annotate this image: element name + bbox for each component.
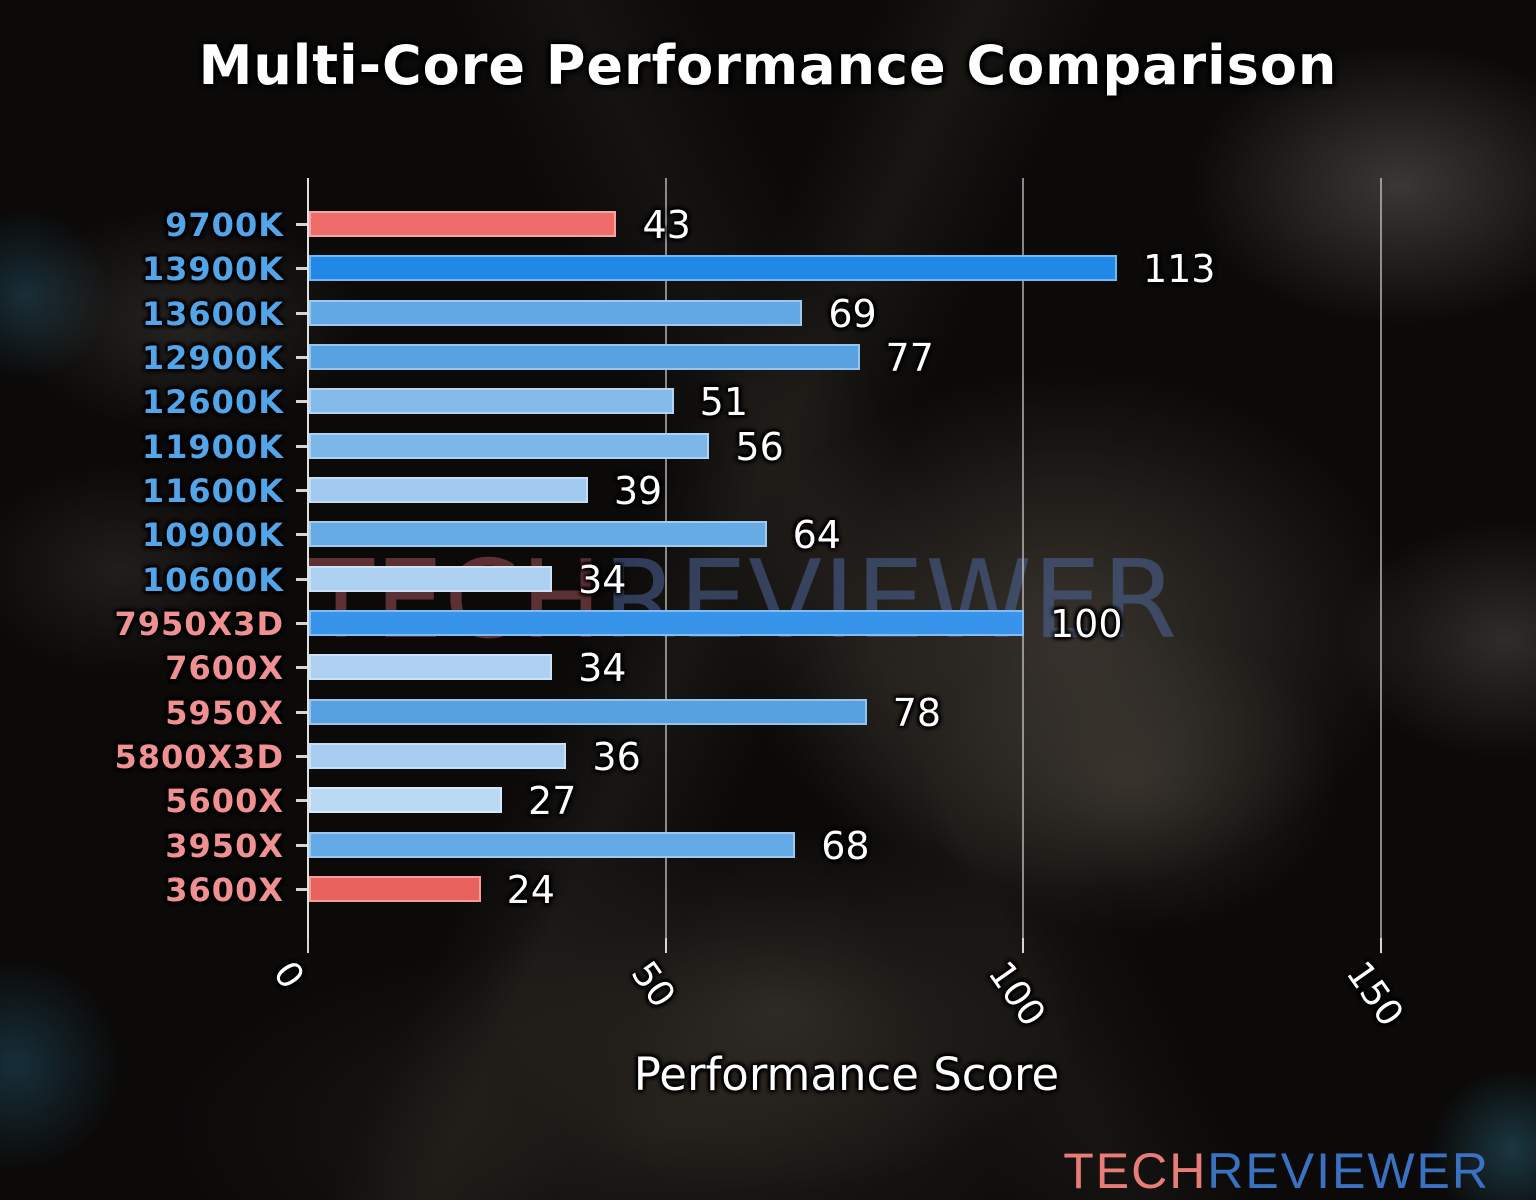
bar bbox=[309, 698, 867, 725]
value-label: 27 bbox=[528, 779, 577, 824]
bar bbox=[309, 476, 588, 503]
category-label: 7950X3D bbox=[114, 604, 284, 643]
category-label: 11600K bbox=[141, 471, 284, 510]
x-tick-mark bbox=[1379, 938, 1382, 953]
value-label: 36 bbox=[592, 734, 641, 779]
chart-title: Multi-Core Performance Comparison bbox=[198, 34, 1338, 97]
category-label: 5600X bbox=[165, 782, 284, 821]
y-tick-mark bbox=[296, 887, 308, 891]
value-label: 51 bbox=[699, 380, 748, 425]
bar bbox=[309, 211, 617, 237]
category-label: 7600X bbox=[165, 649, 284, 688]
value-label: 69 bbox=[828, 291, 877, 336]
value-label: 113 bbox=[1142, 247, 1216, 292]
bar bbox=[309, 831, 796, 858]
category-label: 10900K bbox=[141, 516, 284, 555]
y-tick-mark bbox=[296, 267, 308, 271]
x-tick-label: 150 bbox=[1337, 954, 1411, 1035]
y-tick-mark bbox=[296, 843, 308, 847]
y-tick-mark bbox=[296, 533, 308, 537]
bar bbox=[309, 521, 767, 548]
watermark-reviewer: REVIEWER bbox=[602, 538, 1179, 663]
bar bbox=[309, 388, 674, 415]
value-label: 34 bbox=[578, 646, 627, 691]
value-label: 24 bbox=[506, 867, 555, 912]
bar bbox=[309, 875, 481, 902]
value-label: 34 bbox=[578, 557, 627, 602]
value-label: 56 bbox=[735, 424, 784, 469]
value-label: 43 bbox=[642, 203, 691, 247]
x-tick-label: 50 bbox=[622, 954, 683, 1016]
bar bbox=[309, 609, 1024, 636]
category-label: 12600K bbox=[141, 383, 284, 422]
brand-logo: TECHREVIEWER bbox=[1063, 1142, 1490, 1200]
bar bbox=[309, 255, 1117, 282]
logo-tech: TECH bbox=[1063, 1143, 1208, 1199]
y-tick-mark bbox=[296, 400, 308, 404]
bar bbox=[309, 432, 710, 459]
x-tick-mark bbox=[1022, 938, 1024, 953]
category-label: 3950X bbox=[165, 826, 284, 865]
y-tick-mark bbox=[296, 488, 308, 492]
y-tick-mark bbox=[296, 355, 308, 359]
y-tick-mark bbox=[296, 799, 308, 803]
category-label: 9700K bbox=[165, 206, 284, 244]
watermark-tech: TECH bbox=[308, 538, 603, 663]
value-label: 77 bbox=[885, 335, 934, 380]
y-axis-spine bbox=[307, 178, 309, 938]
category-label: 5950X bbox=[165, 693, 284, 732]
category-label: 5800X3D bbox=[114, 737, 284, 776]
category-label: 12900K bbox=[141, 338, 284, 377]
category-label: 13600K bbox=[141, 294, 284, 333]
y-tick-mark bbox=[296, 710, 308, 714]
bar bbox=[309, 654, 553, 681]
y-tick-mark bbox=[296, 223, 308, 226]
x-tick-mark bbox=[664, 938, 667, 953]
value-label: 100 bbox=[1050, 601, 1123, 646]
x-tick-mark bbox=[307, 938, 309, 953]
x-gridline bbox=[1022, 178, 1024, 938]
category-label: 13900K bbox=[141, 250, 284, 289]
bar bbox=[309, 343, 860, 370]
y-tick-mark bbox=[296, 577, 308, 581]
logo-reviewer: REVIEWER bbox=[1207, 1143, 1490, 1199]
bar bbox=[309, 742, 567, 769]
category-label: 3600X bbox=[165, 870, 284, 909]
x-tick-label: 100 bbox=[979, 954, 1053, 1035]
x-axis-label: Performance Score bbox=[633, 1048, 1060, 1101]
value-label: 64 bbox=[792, 513, 841, 558]
y-tick-mark bbox=[296, 754, 308, 758]
y-tick-mark bbox=[296, 621, 308, 625]
value-label: 78 bbox=[892, 690, 942, 735]
y-tick-mark bbox=[296, 666, 308, 670]
y-tick-mark bbox=[296, 444, 308, 448]
category-label: 11900K bbox=[141, 427, 284, 466]
watermark: TECHREVIEWER bbox=[308, 538, 1178, 663]
x-tick-label: 0 bbox=[264, 954, 312, 997]
bar bbox=[309, 565, 553, 592]
category-label: 10600K bbox=[141, 560, 284, 599]
bar bbox=[309, 299, 803, 326]
value-label: 68 bbox=[821, 823, 870, 868]
x-gridline bbox=[664, 178, 667, 938]
y-tick-mark bbox=[296, 311, 308, 315]
x-gridline bbox=[1379, 178, 1382, 938]
value-label: 39 bbox=[613, 468, 663, 513]
bar bbox=[309, 787, 503, 814]
